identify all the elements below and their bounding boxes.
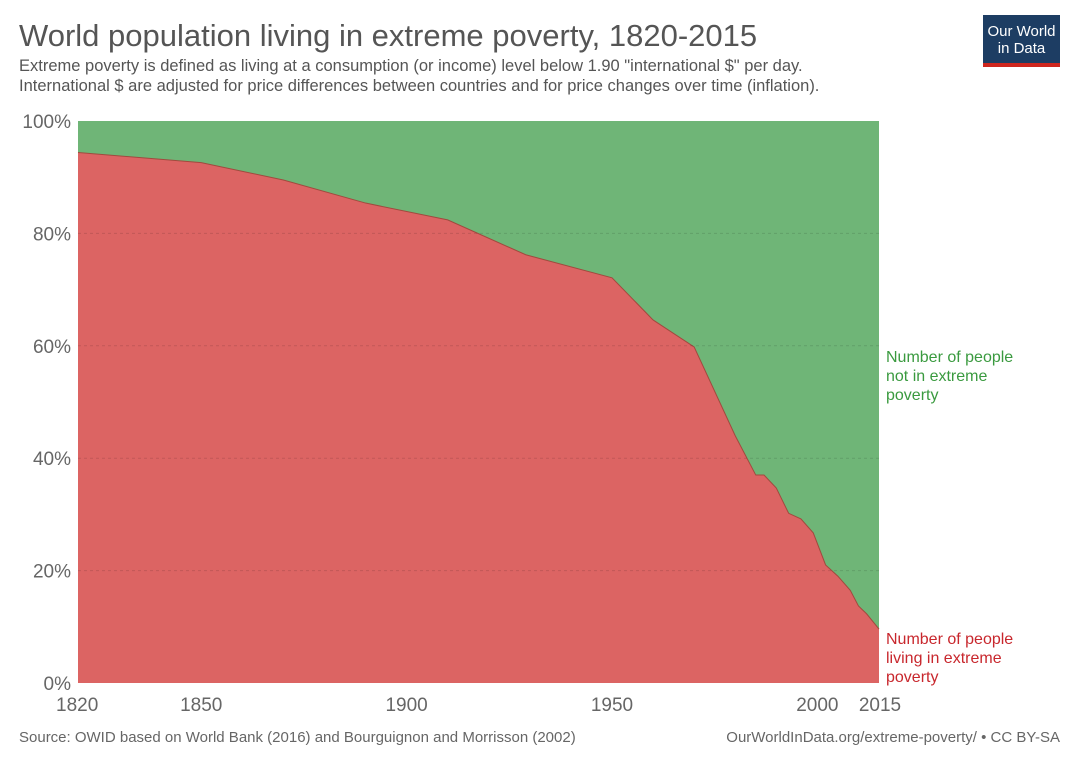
label-in-poverty: Number of people: [886, 631, 1013, 648]
x-tick-label: 1950: [591, 695, 633, 716]
y-tick-label: 0%: [44, 674, 72, 695]
y-tick-label: 100%: [22, 112, 71, 133]
owid-logo[interactable]: Our World in Data: [983, 15, 1060, 67]
chart-title: World population living in extreme pover…: [19, 18, 758, 53]
logo-line-1: Our World: [987, 23, 1056, 40]
y-tick-label: 40%: [33, 449, 71, 470]
chart-subtitle-2: International $ are adjusted for price d…: [19, 77, 820, 95]
label-not-in-poverty: Number of people: [886, 349, 1013, 366]
logo-line-2: in Data: [997, 40, 1046, 57]
x-tick-label: 1850: [180, 695, 222, 716]
boundary-line: [77, 151, 880, 630]
y-tick-label: 20%: [33, 562, 71, 583]
area-in-poverty: [78, 152, 879, 684]
label-in-poverty: living in extreme: [886, 650, 1002, 667]
x-tick-label: 2015: [859, 695, 901, 716]
label-not-in-poverty: not in extreme: [886, 368, 987, 385]
x-tick-label: 1900: [385, 695, 427, 716]
x-tick-label: 2000: [796, 695, 838, 716]
y-tick-label: 80%: [33, 224, 71, 245]
label-in-poverty: poverty: [886, 669, 938, 686]
chart-subtitle-1: Extreme poverty is defined as living at …: [19, 57, 803, 75]
y-tick-label: 60%: [33, 337, 71, 358]
source-link[interactable]: OurWorldInData.org/extreme-poverty/ • CC…: [726, 729, 1060, 746]
x-tick-label: 1820: [56, 695, 98, 716]
source-note: Source: OWID based on World Bank (2016) …: [19, 729, 576, 746]
label-not-in-poverty: poverty: [886, 387, 938, 404]
